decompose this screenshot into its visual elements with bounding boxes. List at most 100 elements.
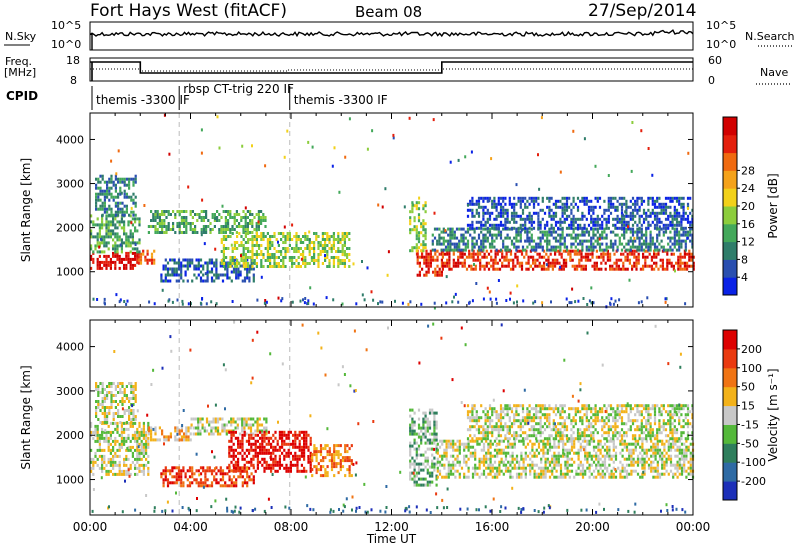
y-tick-label: 2000 bbox=[56, 429, 84, 442]
colorbar-tick-label: 15 bbox=[741, 400, 755, 413]
scatter-band bbox=[466, 404, 694, 441]
x-tick-label: 20:00 bbox=[575, 520, 610, 534]
scatter-band bbox=[147, 210, 267, 234]
x-tick-label: 04:00 bbox=[173, 520, 208, 534]
cpid-segment-label: themis -3300 IF bbox=[294, 93, 388, 107]
colorbar-tick-label: 16 bbox=[741, 218, 755, 231]
colorbar-frame bbox=[722, 329, 738, 501]
freq-trace bbox=[90, 61, 693, 81]
colorbar-cell bbox=[723, 223, 737, 243]
scatter-band bbox=[311, 444, 353, 478]
colorbar-tick-label: 100 bbox=[741, 362, 762, 375]
nave-label: Nave bbox=[760, 66, 788, 79]
scatter-band bbox=[95, 174, 137, 217]
sparse-echoes bbox=[91, 320, 690, 514]
y-tick-label: 1000 bbox=[56, 474, 84, 487]
nave-tick-top: 60 bbox=[708, 54, 722, 67]
colorbar-cell bbox=[723, 386, 737, 407]
y-tick-label: 3000 bbox=[56, 385, 84, 398]
colorbar-title: Velocity [m s⁻¹] bbox=[766, 368, 780, 461]
colorbar-cell bbox=[723, 117, 737, 136]
x-tick-label: 16:00 bbox=[475, 520, 510, 534]
nave-trace bbox=[90, 68, 693, 72]
scatter-band bbox=[147, 426, 192, 442]
nsky-tick-bottom: 10^0 bbox=[51, 38, 81, 51]
x-axis-label: Time UT bbox=[366, 532, 417, 546]
colorbar-cell bbox=[723, 188, 737, 207]
freq-tick-top: 18 bbox=[66, 54, 80, 67]
colorbar-tick-label: -200 bbox=[741, 475, 766, 488]
scatter-band bbox=[90, 421, 150, 476]
colorbar-cell bbox=[723, 206, 737, 225]
nave-tick-bottom: 0 bbox=[708, 74, 715, 87]
y-tick-label: 2000 bbox=[56, 222, 84, 235]
y-axis-label: Slant Range [km] bbox=[19, 365, 33, 469]
colorbar-cell bbox=[723, 405, 737, 425]
freq-unit-label: [MHz] bbox=[4, 66, 36, 79]
velocity-panel: 1000 2000 3000 4000 Slant Range [km] 00:00 04:… bbox=[19, 319, 711, 546]
nsky-panel-frame bbox=[89, 21, 694, 51]
nsky-tick-top: 10^5 bbox=[51, 19, 81, 32]
scatter-band bbox=[409, 408, 438, 487]
colorbar-cell bbox=[723, 152, 737, 171]
scatter-band bbox=[441, 249, 695, 271]
colorbar-cell bbox=[723, 330, 737, 350]
scatter-band bbox=[95, 382, 137, 424]
colorbar-cell bbox=[723, 134, 737, 154]
date-label: 27/Sep/2014 bbox=[588, 1, 696, 21]
y-tick-label: 4000 bbox=[56, 341, 84, 354]
colorbar-tick-label: 24 bbox=[741, 182, 755, 195]
x-tick-label: 00:00 bbox=[73, 520, 108, 534]
nsearch-tick-top: 10^5 bbox=[706, 19, 736, 32]
colorbar-cell bbox=[723, 259, 737, 278]
colorbar-tick-label: -50 bbox=[741, 437, 759, 450]
x-tick-label: 08:00 bbox=[274, 520, 309, 534]
y-tick-label: 4000 bbox=[56, 133, 84, 146]
scatter-band bbox=[228, 430, 312, 473]
scatter-band bbox=[220, 232, 351, 268]
cpid-label: CPID bbox=[6, 89, 38, 103]
freq-label: Freq. bbox=[5, 55, 32, 68]
colorbar-tick-label: 200 bbox=[741, 343, 762, 356]
x-tick-label: 12:00 bbox=[374, 520, 409, 534]
colorbar-tick-label: -15 bbox=[741, 418, 759, 431]
colorbar-cell bbox=[723, 443, 737, 463]
cpid-segment-label: rbsp CT-trig 220 IF bbox=[183, 82, 294, 96]
nsearch-tick-bottom: 10^0 bbox=[706, 38, 736, 51]
nsky-trace bbox=[89, 29, 694, 50]
colorbar-cell bbox=[723, 481, 737, 501]
scatter-band bbox=[466, 196, 694, 230]
x-tick-label: 00:00 bbox=[676, 520, 711, 534]
y-tick-label: 1000 bbox=[56, 266, 84, 279]
scatter-band bbox=[409, 201, 427, 253]
scatter-band bbox=[137, 249, 156, 265]
nsearch-label: N.Search bbox=[745, 30, 795, 43]
colorbar-tick-label: 50 bbox=[741, 381, 755, 394]
colorbar-tick-label: -100 bbox=[741, 456, 766, 469]
colorbar-cell bbox=[723, 348, 737, 369]
colorbar-tick-label: 4 bbox=[741, 271, 748, 284]
colorbar-cell bbox=[723, 170, 737, 189]
power-colorbar: 4 8 12 16 20 24 28 Power [dB] bbox=[722, 116, 780, 296]
radar-title: Fort Hays West (fitACF) bbox=[90, 1, 287, 21]
colorbar-tick-label: 12 bbox=[741, 236, 755, 249]
y-axis-label: Slant Range [km] bbox=[19, 158, 33, 262]
freq-tick-bottom: 8 bbox=[70, 74, 77, 87]
cpid-segment-label: themis -3300 IF bbox=[96, 93, 190, 107]
colorbar-tick-label: 28 bbox=[741, 164, 755, 177]
colorbar-cell bbox=[723, 424, 737, 444]
nsky-label: N.Sky bbox=[5, 30, 37, 43]
power-panel: 1000 2000 3000 4000 Slant Range [km] bbox=[19, 112, 695, 310]
colorbar-cell bbox=[723, 277, 737, 296]
colorbar-tick-label: 8 bbox=[741, 253, 748, 266]
scatter-band bbox=[436, 439, 695, 479]
colorbar-cell bbox=[723, 241, 737, 260]
beam-label: Beam 08 bbox=[355, 3, 422, 21]
scatter-band bbox=[190, 417, 268, 436]
y-tick-label: 3000 bbox=[56, 178, 84, 191]
colorbar-title: Power [dB] bbox=[766, 173, 780, 238]
colorbar-cell bbox=[723, 462, 737, 482]
colorbar-tick-label: 20 bbox=[741, 200, 755, 213]
